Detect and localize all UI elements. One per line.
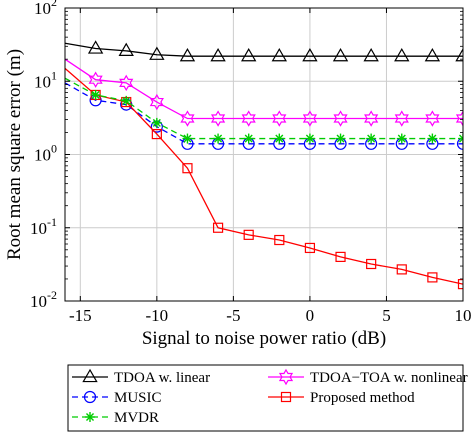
data-point [212,222,224,233]
data-point [149,93,164,111]
data-point [182,133,193,144]
data-point [396,133,407,144]
legend-marker [83,390,97,404]
x-tick-label: -5 [226,306,240,325]
data-point [241,110,256,127]
data-point [121,95,132,106]
data-point [274,133,285,144]
series-layer [65,40,463,290]
y-tick-label: 10-1 [30,215,57,238]
legend-label: Proposed method [310,390,415,406]
legend-item: MVDR [72,410,159,426]
legend-marker [82,368,98,383]
y-tick-label: 10-2 [30,288,57,311]
data-point [424,47,441,62]
data-point [243,229,254,240]
data-point [179,47,196,62]
series-tdoa-toa-w-nonlinear [65,58,463,127]
legend-item: TDOA−TOA w. nonlinear [268,368,468,386]
x-tick-label: -15 [69,306,92,325]
data-point [302,110,318,127]
data-point [457,279,463,290]
legend: TDOA w. linear TDOA−TOA w. nonlinear MUSIC… [67,364,468,432]
x-tick-label: 5 [382,306,391,325]
data-point [149,46,165,60]
legend-item: TDOA w. linear [72,368,210,386]
y-tick-label: 102 [34,0,57,18]
data-point [87,40,104,54]
data-point [366,258,377,270]
data-point [241,47,257,62]
data-point [458,133,463,144]
legend-marker [85,412,95,422]
data-point [151,117,162,128]
data-point [302,47,318,62]
legend-label: TDOA w. linear [114,370,210,386]
data-point [335,133,346,144]
y-axis-label: Root mean square error (m) [4,49,25,260]
data-point [210,110,226,127]
series-mvdr [65,77,463,144]
data-point [180,110,195,127]
data-point [364,110,379,127]
data-point [425,110,440,127]
data-point [243,133,254,144]
y-tick-label: 100 [34,142,57,165]
data-point [213,133,224,144]
y-tick-label: 101 [34,68,57,91]
data-point [332,47,349,62]
x-tick-label: -10 [146,306,169,325]
data-point [272,110,287,127]
data-point [394,110,409,127]
legend-label: MVDR [114,410,159,426]
legend-box [67,364,464,432]
data-point [210,47,226,62]
data-point [88,71,103,88]
series-line [65,77,463,140]
x-axis-label: Signal to noise power ratio (dB) [142,328,386,349]
x-tick-label: 0 [306,306,315,325]
data-point [335,251,346,262]
legend-label: TDOA−TOA w. nonlinear [310,370,468,386]
data-point [182,163,193,174]
data-point [304,133,315,144]
series-music [65,82,463,150]
data-point [427,272,438,283]
data-point [271,47,287,62]
legend-marker [278,368,294,386]
legend-item: Proposed method [268,390,415,406]
data-point [333,110,348,127]
series-line [65,42,463,57]
legend-label: MUSIC [114,390,162,406]
data-point [455,47,463,62]
data-point [455,110,463,127]
data-point [274,234,285,246]
data-point [90,89,101,100]
legend-item: MUSIC [72,390,162,406]
data-point [427,133,438,144]
data-point [396,264,407,275]
x-tick-label: 10 [455,306,472,325]
data-point [363,47,379,62]
data-point [456,137,463,150]
series-tdoa-w-linear [65,40,463,62]
data-point [119,74,134,92]
data-point [118,42,134,57]
data-point [304,242,316,254]
data-point [394,47,410,62]
data-point [151,128,162,140]
series-line [65,67,463,285]
legend-marker [280,391,292,403]
ticks: -15 -10 -5 0 5 10 10-2 10-1 100 101 102 [30,0,472,325]
data-point [366,133,377,144]
